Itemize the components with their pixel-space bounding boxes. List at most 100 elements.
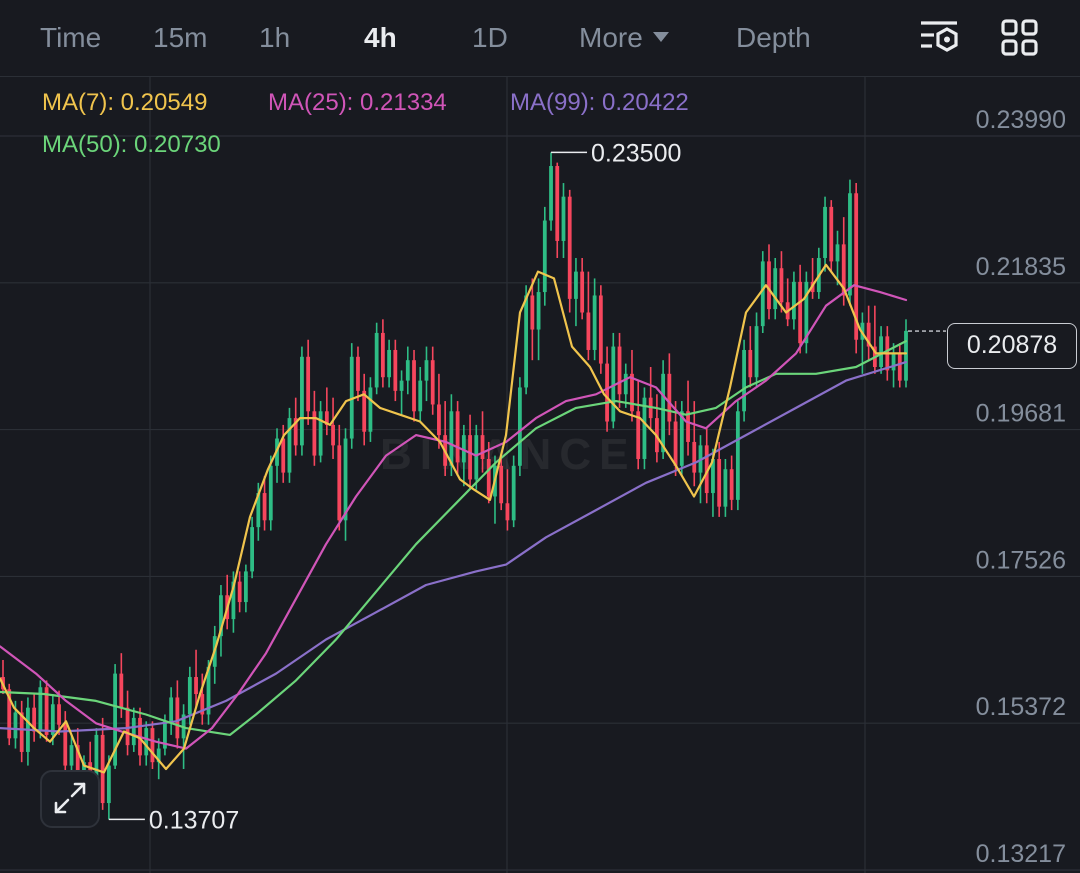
chart-settings-icon[interactable] <box>915 14 963 62</box>
candles <box>1 152 908 820</box>
interval-toolbar: Time 15m 1h 4h 1D More Depth <box>0 0 1080 77</box>
candle-body <box>318 411 323 456</box>
price-chart[interactable]: BINANCE 0.239900.218350.196810.175260.15… <box>0 77 1080 873</box>
candle-body <box>312 411 317 456</box>
interval-1d[interactable]: 1D <box>472 22 508 53</box>
candle-body <box>63 724 68 766</box>
candle-body <box>561 196 566 241</box>
candle-body <box>661 373 666 453</box>
interval-1h[interactable]: 1h <box>259 22 291 53</box>
candle-body <box>430 360 435 405</box>
candle-body <box>368 387 373 432</box>
candle-body <box>586 312 591 350</box>
candle-body <box>268 465 273 521</box>
more-label: More <box>579 22 643 53</box>
candle-body <box>848 193 852 296</box>
candle-body <box>717 458 722 507</box>
candle-body <box>630 373 634 412</box>
candle-body <box>399 380 404 391</box>
candle-body <box>418 380 423 412</box>
candle-body <box>461 435 466 463</box>
caret-down-icon <box>652 31 669 42</box>
candle-body <box>474 435 479 480</box>
more-dropdown[interactable]: More <box>579 20 669 56</box>
candle-body <box>424 360 429 381</box>
candle-body <box>499 465 504 504</box>
candle-body <box>692 441 697 473</box>
candle-body <box>131 717 136 746</box>
candle-body <box>150 728 155 763</box>
candle-body <box>742 349 746 412</box>
candle-body <box>187 677 192 715</box>
candle-body <box>711 458 715 494</box>
candle-body <box>287 418 292 473</box>
candle-body <box>206 666 211 715</box>
candle-body <box>792 281 796 320</box>
candle-body <box>835 244 840 262</box>
candle-body <box>169 697 174 722</box>
candle-body <box>623 373 628 395</box>
candle-body <box>412 360 416 412</box>
candle-body <box>331 424 335 446</box>
candle-body <box>636 411 641 459</box>
y-tick-label: 0.23990 <box>976 106 1066 134</box>
candle-body <box>13 712 18 739</box>
candle-body <box>125 707 130 746</box>
candle-body <box>75 745 80 783</box>
candle-body <box>356 356 360 391</box>
candle-body <box>735 411 740 500</box>
fullscreen-button[interactable] <box>40 770 100 828</box>
candle-body <box>393 349 398 391</box>
candle-body <box>754 326 759 378</box>
candle-body <box>580 271 585 313</box>
candle-body <box>262 493 267 521</box>
candle-body <box>854 193 859 340</box>
price-markers: 0.23500 0.13707 <box>108 139 946 834</box>
candle-body <box>219 595 223 637</box>
candle-body <box>779 268 784 303</box>
layout-grid-icon[interactable] <box>996 14 1044 62</box>
candle-body <box>94 734 99 790</box>
time-button[interactable]: Time <box>40 22 102 53</box>
candle-body <box>524 295 529 388</box>
candle-body <box>673 421 678 466</box>
candle-body <box>293 418 298 446</box>
candle-body <box>904 330 908 381</box>
depth-tab[interactable]: Depth <box>736 22 811 53</box>
candle-body <box>374 332 379 388</box>
candle-body <box>343 438 348 521</box>
candle-body <box>505 503 510 521</box>
candle-body <box>841 244 846 296</box>
candle-body <box>617 346 622 395</box>
expand-arrows-icon <box>54 782 86 814</box>
candle-body <box>517 387 522 466</box>
candle-body <box>306 356 311 412</box>
candle-body <box>723 469 728 507</box>
candle-body <box>250 527 255 572</box>
candle-body <box>231 581 236 620</box>
interval-15m[interactable]: 15m <box>153 22 208 53</box>
candle-body <box>592 295 597 350</box>
candle-body <box>175 697 180 739</box>
candle-body <box>555 166 560 241</box>
candle-body <box>455 411 460 463</box>
candle-body <box>468 435 472 480</box>
current-price-tag: 0.20878 <box>947 323 1077 369</box>
candle-body <box>642 397 647 459</box>
candle-body <box>119 673 124 708</box>
candle-body <box>405 360 410 381</box>
candle-body <box>50 704 55 735</box>
candle-body <box>773 268 778 310</box>
candle-body <box>686 411 690 442</box>
candle-body <box>324 411 329 425</box>
ma7-line <box>0 263 908 774</box>
candle-body <box>194 677 198 695</box>
candle-body <box>100 734 105 804</box>
candle-body <box>156 748 161 763</box>
candle-body <box>536 292 541 330</box>
candle-body <box>897 353 902 381</box>
candle-body <box>605 363 609 422</box>
candle-body <box>7 689 12 739</box>
interval-4h[interactable]: 4h <box>364 22 397 53</box>
candle-body <box>281 438 286 473</box>
